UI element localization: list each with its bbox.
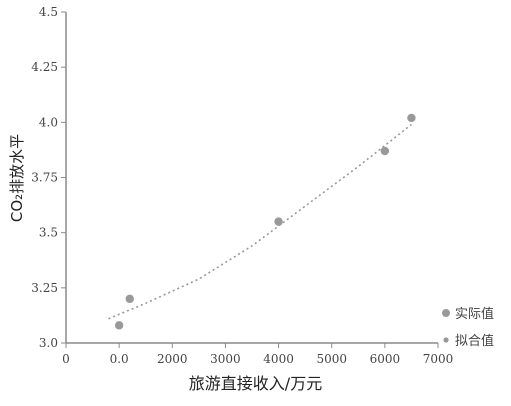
- y-axis-title: CO₂排放水平: [8, 134, 26, 222]
- fit-line: [108, 123, 412, 320]
- y-ticks: 3.0 3.25 3.5 3.75 4.0 4.25 4.5: [31, 5, 66, 350]
- x-tick-label: 3000: [210, 352, 241, 366]
- x-tick-label: 6000: [370, 352, 401, 366]
- legend-label: 拟合值: [455, 333, 494, 349]
- legend-label: 实际值: [455, 306, 494, 322]
- y-tick-label: 3.75: [31, 171, 58, 185]
- data-point: [274, 217, 283, 226]
- x-tick-label: 0.0: [110, 352, 129, 366]
- y-tick-label: 4.5: [39, 5, 58, 19]
- x-tick-label: 0: [62, 352, 70, 366]
- y-tick-label: 4.0: [39, 115, 58, 129]
- fit-line-group: [108, 123, 412, 320]
- x-tick-label: 7000: [423, 352, 454, 366]
- x-axis-title: 旅游直接收入/万元: [188, 374, 323, 393]
- x-tick-label: 5000: [316, 352, 347, 366]
- x-tick-label: 2000: [157, 352, 188, 366]
- legend-marker-fit: [443, 337, 449, 343]
- data-point: [114, 321, 124, 330]
- data-point: [380, 146, 390, 156]
- points-group: [114, 113, 416, 330]
- y-tick-label: 3.5: [39, 226, 58, 240]
- legend-marker-actual: [442, 309, 450, 317]
- y-tick-label: 3.25: [31, 281, 58, 295]
- x-ticks: 0 0.0 2000 3000 4000 5000 6000 7000: [62, 343, 453, 366]
- data-point: [125, 294, 134, 304]
- y-tick-label: 4.25: [31, 60, 58, 74]
- data-point: [407, 113, 416, 123]
- y-tick-label: 3.0: [39, 336, 58, 350]
- x-tick-label: 4000: [263, 352, 294, 366]
